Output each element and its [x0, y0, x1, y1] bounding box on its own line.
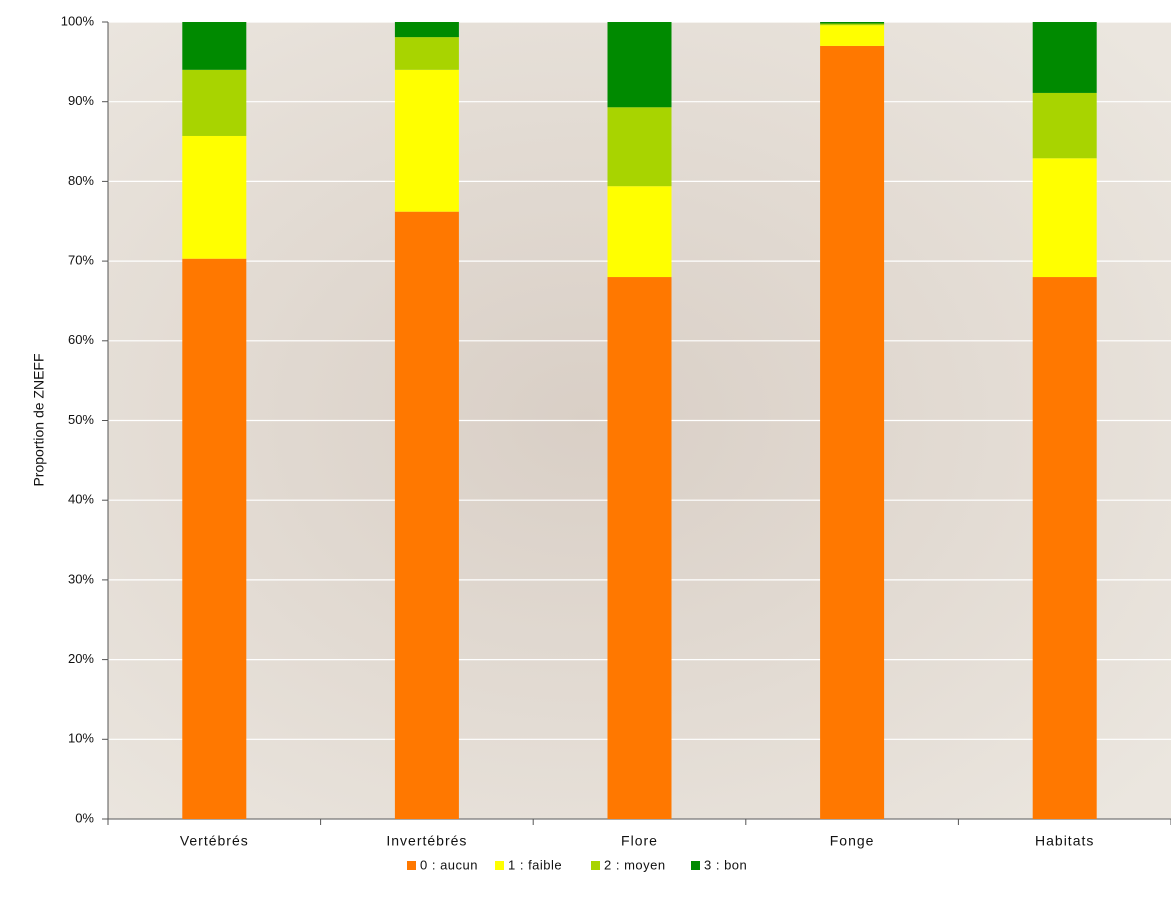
y-tick-label: 20%: [68, 651, 94, 666]
y-tick-label: 70%: [68, 253, 94, 268]
legend-label: 3 : bon: [704, 857, 747, 872]
y-tick-label: 40%: [68, 492, 94, 507]
y-tick-label: 60%: [68, 332, 94, 347]
bar-segment: [608, 186, 672, 277]
bar-segment: [820, 46, 884, 819]
bar-segment: [1033, 22, 1097, 93]
bar-segment: [820, 24, 884, 26]
bar-segment: [395, 70, 459, 212]
bar-segment: [182, 70, 246, 136]
x-tick-label: Habitats: [1035, 833, 1094, 849]
legend-swatch: [407, 861, 416, 870]
bar-segment: [1033, 277, 1097, 819]
bar-segment: [820, 25, 884, 46]
bar-segment: [182, 259, 246, 819]
legend-swatch: [691, 861, 700, 870]
bar-segment: [608, 22, 672, 107]
y-tick-label: 80%: [68, 173, 94, 188]
chart: Proportion de ZNEFF 0% 10% 20% 30% 40% 50% 60%…: [0, 0, 1171, 907]
legend-label: 1 : faible: [508, 857, 562, 872]
bar-segment: [395, 22, 459, 37]
y-tick-label: 90%: [68, 93, 94, 108]
bar-segment: [820, 22, 884, 24]
bar-segment: [395, 212, 459, 819]
y-tick-label: 0%: [75, 810, 94, 825]
bar-segment: [1033, 158, 1097, 277]
legend-label: 2 : moyen: [604, 857, 666, 872]
x-tick-label: Invertébrés: [386, 833, 467, 849]
bar-segment: [1033, 93, 1097, 158]
bar-segment: [395, 37, 459, 70]
x-tick-label: Fonge: [830, 833, 875, 849]
x-tick-label: Vertébrés: [180, 833, 249, 849]
bar-segment: [608, 107, 672, 186]
y-tick-label: 10%: [68, 731, 94, 746]
bar-segment: [182, 22, 246, 70]
y-axis-label: Proportion de ZNEFF: [31, 353, 47, 486]
y-tick-label: 50%: [68, 412, 94, 427]
legend-label: 0 : aucun: [420, 857, 478, 872]
legend-swatch: [495, 861, 504, 870]
y-tick-label: 30%: [68, 571, 94, 586]
y-tick-label: 100%: [61, 13, 95, 28]
legend-swatch: [591, 861, 600, 870]
x-tick-label: Flore: [621, 833, 658, 849]
page: Proportion de ZNEFF 0% 10% 20% 30% 40% 50% 60%…: [0, 0, 1171, 912]
bar-segment: [608, 277, 672, 819]
bar-segment: [182, 136, 246, 259]
